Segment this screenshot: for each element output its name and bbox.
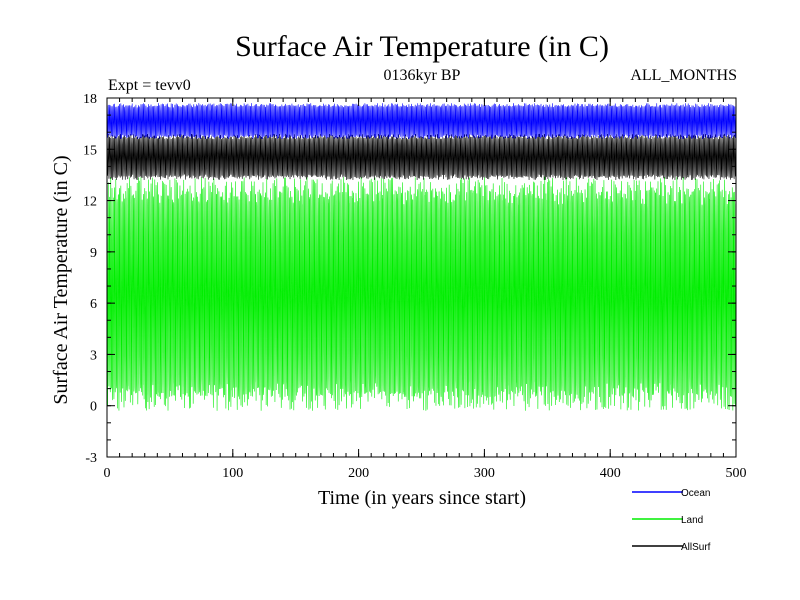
months-label: ALL_MONTHS (630, 67, 737, 84)
y-tick-label: 3 (90, 348, 97, 363)
y-tick-label: 12 (83, 195, 97, 210)
chart-title: Surface Air Temperature (in C) (235, 30, 609, 63)
legend: Ocean Land AllSurf (632, 488, 711, 553)
x-tick-label: 400 (600, 466, 621, 481)
x-tick-label: 0 (104, 466, 111, 481)
series-line-ocean (106, 103, 737, 140)
x-tick-label: 500 (726, 466, 747, 481)
series-line-land (106, 176, 737, 411)
y-tick-label: 18 (83, 92, 97, 107)
legend-label-land: Land (681, 515, 703, 526)
legend-label-allsurf: AllSurf (681, 542, 711, 553)
x-tick-label: 100 (222, 466, 243, 481)
expt-label: Expt = tevv0 (108, 77, 191, 94)
plot-frame (106, 97, 737, 458)
series-layer (106, 103, 737, 411)
series-line-allsurf (106, 133, 737, 181)
x-tick-label: 200 (348, 466, 369, 481)
x-tick-label: 300 (474, 466, 495, 481)
y-tick-label: -3 (85, 451, 97, 466)
legend-label-ocean: Ocean (681, 488, 710, 499)
x-axis-label: Time (in years since start) (318, 487, 526, 509)
chart-subtitle: 0136kyr BP (384, 67, 461, 84)
y-axis-label: Surface Air Temperature (in C) (50, 155, 72, 404)
y-tick-label: 9 (90, 246, 97, 261)
y-tick-label: 15 (83, 143, 97, 158)
y-tick-label: 6 (90, 297, 97, 312)
y-tick-label: 0 (90, 400, 97, 415)
